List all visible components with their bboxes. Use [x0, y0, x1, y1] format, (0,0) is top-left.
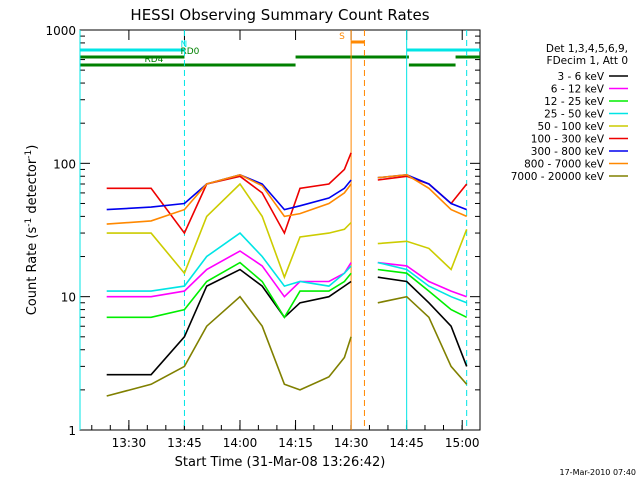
flag-label-n: N [180, 40, 187, 50]
legend-entry-label: 50 - 100 keV [537, 121, 604, 133]
tick-marks [80, 30, 480, 431]
x-tick-label: 14:15 [278, 436, 313, 450]
chart-title: HESSI Observing Summary Count Rates [130, 6, 429, 24]
y-tick-label: 10 [61, 291, 76, 305]
x-tick-labels: 13:30 13:45 14:00 14:15 14:30 14:45 15:00 [112, 436, 480, 450]
footer-timestamp: 17-Mar-2010 07:40 [560, 468, 637, 477]
y-tick-label: 100 [53, 157, 76, 171]
series-line [106, 232, 352, 292]
series-line [377, 229, 468, 271]
x-tick-label: 14:45 [389, 436, 424, 450]
y-axis-label-end: ) [25, 145, 40, 150]
y-axis-label-mid: detector [25, 158, 40, 218]
y-tick-labels: 1 10 100 1000 [45, 24, 76, 438]
legend-entry-label: 3 - 6 keV [557, 71, 604, 83]
y-axis-label-sup2: -1 [24, 150, 34, 159]
legend-entry-label: 800 - 7000 keV [524, 159, 605, 171]
series-line [377, 276, 468, 367]
legend-entry-label: 12 - 25 keV [544, 96, 605, 108]
legend-entry-label: 25 - 50 keV [544, 109, 605, 121]
x-axis-label: Start Time (31-Mar-08 13:26:42) [175, 455, 386, 470]
series-line [377, 295, 468, 385]
legend-header: FDecim 1, Att 0 [547, 55, 628, 67]
series-line [106, 268, 352, 376]
series-line [106, 173, 352, 211]
legend-entry-label: 7000 - 20000 keV [511, 171, 605, 183]
series-line [106, 250, 352, 298]
y-tick-label: 1 [68, 424, 76, 438]
series-line [106, 173, 352, 225]
legend-entry-label: 6 - 12 keV [551, 84, 605, 96]
legend-header: Det 1,3,4,5,6,9, [546, 43, 628, 55]
series-line [377, 268, 468, 319]
x-tick-label: 14:30 [334, 436, 369, 450]
series-line [377, 173, 468, 218]
series-lines [106, 152, 468, 397]
flag-label-s: S [339, 32, 345, 42]
series-line [377, 261, 467, 298]
series-line [106, 182, 352, 280]
series-line [377, 173, 467, 211]
y-tick-label: 1000 [45, 24, 76, 38]
y-axis-label-sup1: -1 [24, 218, 34, 227]
series-line [377, 261, 467, 304]
legend-entry-label: 300 - 800 keV [531, 146, 605, 158]
x-tick-label: 13:45 [167, 436, 202, 450]
x-tick-label: 13:30 [112, 436, 147, 450]
flag-label-rd4: RD4 [144, 55, 163, 65]
x-tick-label: 14:00 [223, 436, 258, 450]
x-tick-label: 15:00 [445, 436, 480, 450]
series-line [106, 261, 352, 319]
plot-frame [79, 29, 481, 431]
y-axis-label-main: Count Rate (s [25, 227, 40, 316]
y-axis-label: Count Rate (s-1 detector-1) [24, 145, 40, 316]
legend-entry-label: 100 - 300 keV [531, 134, 605, 146]
time-markers [79, 30, 468, 430]
legend: Det 1,3,4,5,6,9,FDecim 1, Att 0 3 - 6 keV… [511, 43, 628, 183]
series-line [106, 152, 352, 236]
flag-label-rd0: RD0 [180, 47, 199, 57]
series-line [106, 295, 352, 397]
